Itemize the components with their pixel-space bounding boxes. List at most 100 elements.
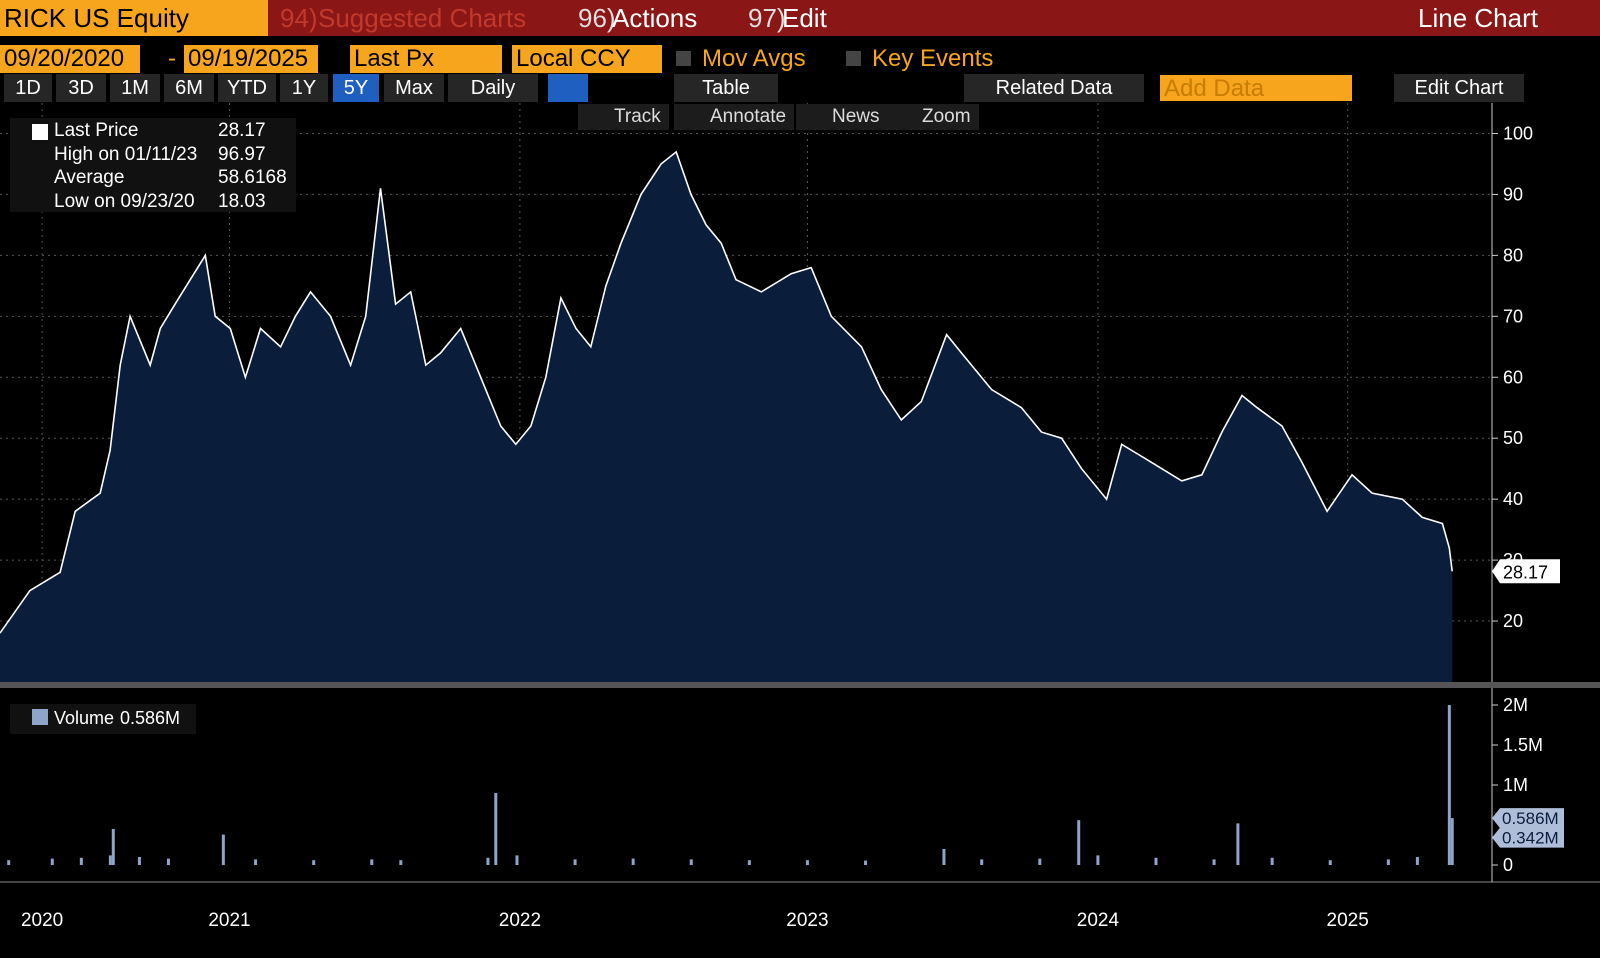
y-tick-label: 20: [1503, 611, 1523, 631]
legend-label: Average: [54, 167, 125, 188]
line-icon[interactable]: [548, 74, 588, 102]
y-tick-label: 1M: [1503, 775, 1528, 795]
ticker[interactable]: RICK US Equity: [0, 0, 268, 36]
tool-button[interactable]: News: [796, 104, 888, 130]
range-button[interactable]: 1D: [4, 74, 52, 102]
volume-bar: [7, 860, 11, 865]
y-tick-label: 70: [1503, 306, 1523, 326]
volume-bar: [1328, 860, 1332, 865]
menu-num[interactable]: 96): [578, 3, 616, 33]
legend-value: 58.6168: [218, 167, 287, 188]
frequency[interactable]: Daily: [448, 74, 538, 102]
legend-label: Last Price: [54, 120, 139, 141]
currency[interactable]: Local CCY: [512, 45, 662, 73]
volume-bar: [50, 858, 54, 865]
x-tick-label: 2025: [1327, 910, 1369, 931]
divider: [0, 682, 1600, 688]
volume-legend-name: Volume: [54, 708, 114, 728]
y-tick-label: 2M: [1503, 695, 1528, 715]
range-button[interactable]: 6M: [164, 74, 214, 102]
chart-mode: Line Chart: [1418, 3, 1538, 33]
volume-bar: [1154, 857, 1158, 865]
volume-bar: [805, 860, 809, 865]
volume-bar: [111, 829, 115, 865]
x-tick-label: 2023: [786, 910, 828, 931]
volume-bar: [108, 855, 112, 865]
range-button[interactable]: Max: [384, 74, 444, 102]
field[interactable]: Last Px: [350, 45, 502, 73]
y-tick-label: 90: [1503, 184, 1523, 204]
y-tick-label: 0: [1503, 855, 1513, 875]
avg-volume-label: 0.342M: [1502, 829, 1559, 848]
x-tick-label: 2020: [21, 910, 63, 931]
related-data[interactable]: Related Data: [964, 74, 1144, 102]
legend-value: 18.03: [218, 190, 266, 212]
legend-label: Low on 09/23/20: [54, 190, 195, 212]
avg-volume-box: [1492, 827, 1564, 848]
legend-swatch: [32, 124, 48, 140]
end-date[interactable]: 09/19/2025: [184, 45, 318, 73]
table[interactable]: Table: [674, 74, 778, 102]
volume-bar: [486, 857, 490, 865]
volume-bar: [137, 857, 141, 865]
volume-bar: [1386, 859, 1390, 865]
volume-bar: [1415, 857, 1419, 865]
menu-item[interactable]: Suggested Charts: [318, 3, 527, 33]
legend-box: [10, 118, 296, 212]
volume-bar: [515, 855, 519, 865]
start-date[interactable]: 09/20/2020: [0, 45, 140, 73]
legend-value: 28.17: [218, 120, 266, 141]
volume-bar: [573, 859, 577, 865]
y-tick-label: 60: [1503, 367, 1523, 387]
x-tick-label: 2024: [1077, 910, 1120, 931]
legend-value: 96.97: [218, 143, 266, 165]
add-data[interactable]: Add Data: [1160, 75, 1352, 102]
volume-bar: [494, 793, 498, 865]
key-events[interactable]: Key Events: [872, 45, 994, 72]
y-tick-label: 50: [1503, 428, 1523, 448]
range-button[interactable]: 3D: [56, 74, 106, 102]
tool-button[interactable]: Zoom: [886, 104, 979, 130]
volume-bar: [1270, 857, 1274, 865]
volume-bar: [1038, 858, 1042, 865]
x-tick-label: 2022: [499, 910, 541, 931]
last-volume-box: [1492, 808, 1564, 829]
y-tick-label: 40: [1503, 489, 1523, 509]
volume-bar: [747, 860, 751, 865]
volume-bar: [689, 859, 693, 865]
menu-item[interactable]: Actions: [612, 3, 698, 33]
volume-legend-value: 0.586M: [120, 708, 180, 728]
menu-num[interactable]: 94): [280, 3, 318, 33]
checkbox[interactable]: [846, 51, 861, 66]
mov-avgs[interactable]: Mov Avgs: [702, 45, 806, 72]
volume-bar: [980, 859, 984, 865]
volume-bar: [399, 860, 403, 865]
range-button[interactable]: YTD: [218, 74, 276, 102]
volume-bar: [1096, 855, 1100, 865]
tool-button[interactable]: Annotate: [674, 104, 795, 130]
volume-swatch: [32, 709, 48, 725]
tool-button[interactable]: Track: [578, 104, 669, 130]
menu-num[interactable]: 97): [748, 3, 786, 33]
price-line: [0, 150, 1453, 634]
x-tick-label: 2021: [208, 910, 250, 931]
volume-bar: [1212, 859, 1216, 865]
volume-bar: [370, 859, 374, 865]
volume-bar: [254, 859, 258, 865]
y-tick-label: 100: [1503, 123, 1533, 143]
menu-item[interactable]: Edit: [782, 3, 827, 33]
volume-bar: [312, 860, 316, 865]
volume-bar: [1447, 705, 1451, 865]
last-price-label: 28.17: [1503, 562, 1548, 582]
range-button[interactable]: 1M: [110, 74, 160, 102]
y-tick-label: 80: [1503, 245, 1523, 265]
range-button[interactable]: 5Y: [333, 74, 379, 102]
legend-label: High on 01/11/23: [54, 143, 198, 165]
volume-bar: [1236, 823, 1240, 865]
edit-chart[interactable]: Edit Chart: [1394, 74, 1524, 102]
checkbox[interactable]: [676, 51, 691, 66]
range-button[interactable]: 1Y: [280, 74, 328, 102]
volume-bar: [942, 849, 946, 865]
volume-bar: [79, 857, 83, 865]
